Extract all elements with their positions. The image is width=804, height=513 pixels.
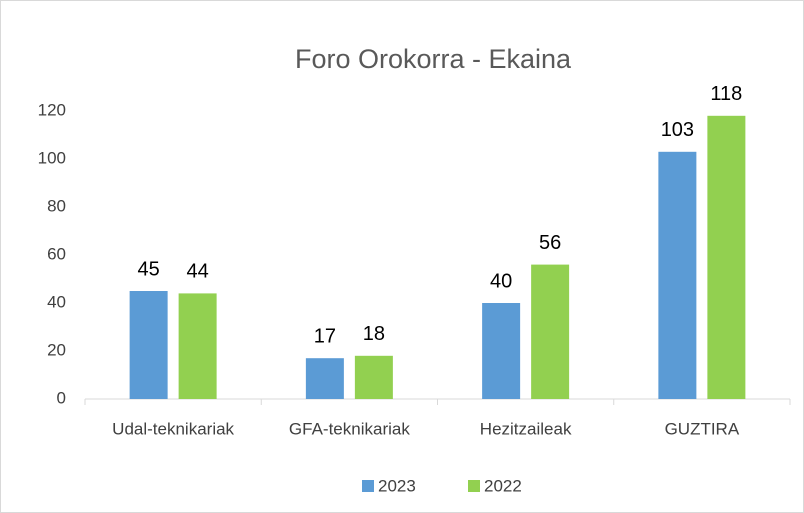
- bar: [531, 264, 570, 399]
- x-tick-label: GUZTIRA: [665, 419, 740, 438]
- bar: [178, 293, 217, 399]
- bar: [658, 151, 697, 399]
- y-tick-label: 0: [57, 388, 66, 407]
- x-tick-label: Hezitzaileak: [480, 419, 572, 438]
- bar: [707, 115, 746, 400]
- bar: [354, 355, 393, 399]
- chart-title: Foro Orokorra - Ekaina: [295, 44, 572, 74]
- y-tick-label: 40: [47, 292, 66, 311]
- value-label: 56: [539, 232, 561, 254]
- legend-label: 2022: [484, 476, 522, 495]
- legend-label: 2023: [378, 476, 416, 495]
- y-tick-label: 20: [47, 340, 66, 359]
- bar: [482, 303, 521, 399]
- value-label: 45: [138, 258, 160, 280]
- x-tick-label: GFA-teknikariak: [289, 419, 410, 438]
- value-label: 44: [187, 261, 209, 283]
- legend-swatch: [362, 480, 374, 492]
- y-tick-label: 80: [47, 196, 66, 215]
- y-tick-label: 60: [47, 244, 66, 263]
- y-tick-label: 120: [38, 100, 66, 119]
- bar: [305, 358, 344, 399]
- legend-swatch: [468, 480, 480, 492]
- value-label: 18: [363, 323, 385, 345]
- x-tick-label: Udal-teknikariak: [112, 419, 234, 438]
- value-label: 118: [710, 83, 742, 105]
- y-tick-label: 100: [38, 148, 66, 167]
- bar: [129, 291, 168, 399]
- value-label: 17: [314, 325, 336, 347]
- value-label: 103: [661, 119, 694, 141]
- value-label: 40: [490, 270, 512, 292]
